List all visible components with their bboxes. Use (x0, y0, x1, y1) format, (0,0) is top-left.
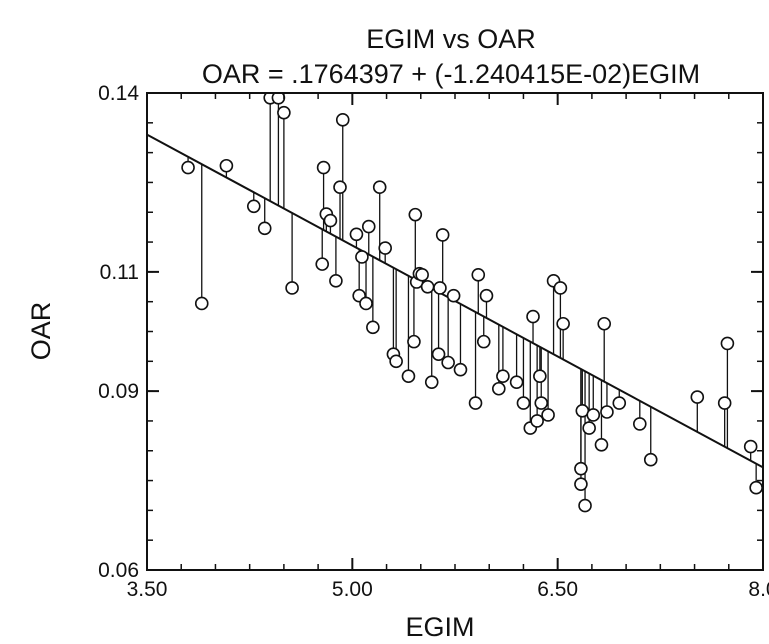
data-point-68 (643, 452, 658, 467)
chart-title: EGIM vs OAR (366, 24, 536, 54)
data-point-66 (612, 396, 627, 410)
data-point-10 (316, 160, 331, 175)
data-point-13 (329, 274, 343, 288)
data-point-3 (246, 199, 261, 214)
data-point-44 (492, 381, 506, 396)
data-point-7 (277, 105, 291, 120)
data-point-36 (435, 228, 450, 242)
data-point-32 (420, 279, 435, 294)
data-point-42 (476, 334, 491, 349)
data-point-16 (349, 227, 364, 242)
data-point-47 (516, 396, 531, 410)
x-axis: 3.50 5.00 6.50 8.0 (127, 93, 769, 601)
x-tick-label: 6.50 (537, 578, 578, 601)
x-tick-label: 5.00 (332, 578, 373, 601)
data-point-50 (530, 414, 544, 428)
y-tick-label: 0.06 (98, 559, 139, 582)
data-point-46 (509, 375, 524, 389)
data-point-33 (424, 375, 439, 389)
x-axis-label: EGIM (405, 612, 474, 642)
data-point-72 (743, 439, 758, 454)
data-point-45 (496, 369, 510, 384)
data-point-4 (257, 221, 272, 236)
data-point-14 (333, 180, 347, 195)
data-point-43 (479, 288, 494, 303)
x-tick-label: 3.50 (127, 578, 168, 601)
data-point-19 (359, 296, 373, 311)
data-point-39 (453, 362, 468, 377)
data-point-28 (408, 207, 423, 222)
data-point-1 (194, 296, 209, 311)
y-tick-label: 0.14 (98, 82, 139, 105)
data-point-63 (594, 437, 609, 452)
data-point-15 (335, 113, 350, 127)
y-axis-label: OAR (26, 302, 56, 361)
data-point-23 (378, 241, 392, 255)
data-point-58 (574, 477, 588, 491)
data-point-25 (389, 354, 403, 369)
data-point-27 (407, 334, 421, 349)
y-axis: 0.06 0.09 0.11 0.14 (98, 82, 763, 582)
data-point-53 (541, 408, 555, 422)
plot-area (147, 93, 763, 513)
data-point-70 (717, 396, 732, 410)
data-point-0 (181, 160, 195, 175)
data-point-38 (446, 288, 461, 303)
data-point-55 (553, 281, 568, 295)
data-point-73 (749, 480, 763, 495)
data-point-61 (582, 421, 596, 435)
data-point-52 (534, 396, 549, 410)
data-point-60 (578, 498, 592, 513)
data-point-35 (433, 281, 447, 295)
data-point-2 (219, 158, 234, 173)
data-point-51 (533, 369, 547, 384)
data-point-12 (323, 213, 338, 228)
data-point-34 (431, 347, 446, 361)
data-point-26 (401, 369, 416, 384)
data-point-71 (720, 336, 735, 351)
chart-subtitle: OAR = .1764397 + (-1.240415E-02)EGIM (202, 59, 700, 89)
data-point-41 (471, 268, 486, 282)
data-point-9 (315, 257, 330, 271)
data-point-40 (468, 396, 483, 410)
data-point-20 (361, 219, 376, 234)
data-point-22 (372, 180, 387, 195)
data-point-62 (586, 408, 601, 422)
x-tick-label: 8.0 (748, 578, 769, 601)
y-tick-label: 0.09 (98, 380, 139, 403)
data-point-64 (597, 316, 612, 331)
plot-frame (146, 92, 764, 571)
data-point-65 (600, 405, 614, 419)
data-point-37 (441, 355, 455, 370)
data-point-69 (690, 390, 705, 404)
data-point-67 (632, 417, 647, 431)
data-point-56 (556, 316, 570, 331)
data-point-8 (285, 281, 299, 295)
data-point-57 (574, 461, 588, 476)
data-point-31 (415, 268, 429, 282)
data-point-49 (526, 309, 540, 324)
data-point-18 (355, 250, 369, 264)
data-point-21 (366, 320, 380, 335)
y-tick-label: 0.11 (100, 261, 139, 284)
